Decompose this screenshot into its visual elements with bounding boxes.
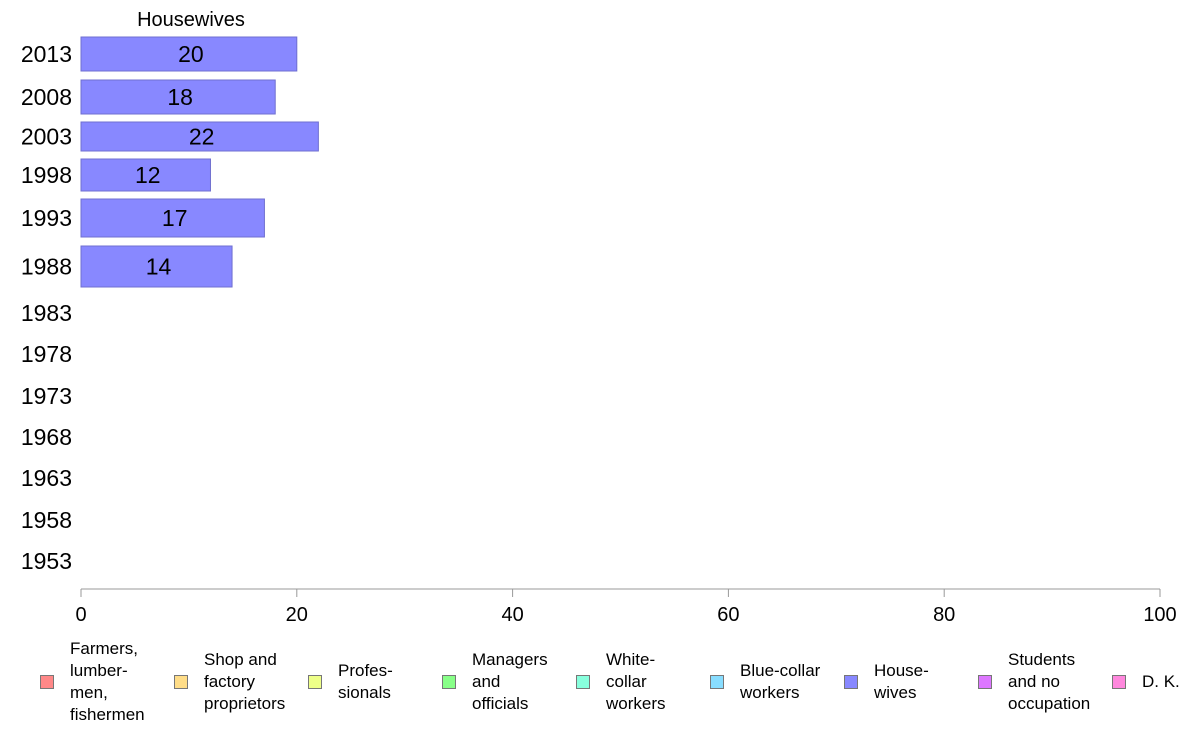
- bar-value-label: 14: [146, 254, 172, 280]
- bar-value-label: 17: [162, 205, 188, 231]
- y-tick-label: 1983: [21, 300, 72, 326]
- legend-swatch: [174, 675, 188, 689]
- legend-label: House- wives: [874, 661, 929, 702]
- y-tick-label: 2013: [21, 41, 72, 67]
- x-tick-label: 80: [933, 604, 955, 626]
- legend-label: Blue-collar workers: [740, 661, 821, 702]
- x-axis-ticks: 0 20 40 60 80 100: [75, 589, 1177, 626]
- bar-value-label: 12: [135, 162, 161, 188]
- chart-title: Housewives: [137, 9, 245, 31]
- y-tick-label: 1953: [21, 548, 72, 574]
- legend-label: D. K.: [1142, 672, 1180, 691]
- bar: [80, 79, 276, 115]
- y-tick-label: 2003: [21, 124, 72, 150]
- legend-item: Managers and officials: [442, 640, 548, 724]
- legend-label: Students and no occupation: [1008, 650, 1091, 713]
- legend-item: Profes- sionals: [308, 640, 393, 724]
- y-tick-label: 1998: [21, 162, 72, 188]
- legend-item: Farmers, lumber- men, fishermen: [40, 639, 145, 724]
- y-tick-label: 1988: [21, 254, 72, 280]
- legend-item: Students and no occupation: [978, 640, 1090, 724]
- legend-swatch: [442, 675, 456, 689]
- x-tick-label: 40: [501, 604, 523, 626]
- y-tick-label: 1968: [21, 424, 72, 450]
- bar: [80, 158, 211, 192]
- legend-item: House- wives: [844, 640, 929, 724]
- x-tick-label: 100: [1143, 604, 1176, 626]
- x-tick-label: 0: [75, 604, 86, 626]
- legend-label: Managers and officials: [472, 650, 548, 713]
- legend-item: D. K.: [1112, 640, 1180, 724]
- legend-swatch: [1112, 675, 1126, 689]
- legend-swatch: [978, 675, 992, 689]
- x-tick-label: 60: [717, 604, 739, 626]
- legend-swatch: [308, 675, 322, 689]
- legend-item: Shop and factory proprietors: [174, 640, 285, 724]
- bar-value-label: 18: [167, 84, 193, 110]
- legend-swatch: [710, 675, 724, 689]
- legend-swatch: [40, 675, 54, 689]
- legend-item: Blue-collar workers: [710, 640, 820, 724]
- legend-swatch: [576, 675, 590, 689]
- legend-label: White- collar workers: [606, 650, 666, 713]
- legend: Farmers, lumber- men, fishermen Shop and …: [0, 639, 1188, 730]
- y-tick-label: 1993: [21, 205, 72, 231]
- legend-swatch: [844, 675, 858, 689]
- bar: [80, 121, 319, 152]
- y-tick-label: 1958: [21, 507, 72, 533]
- bar-value-label: 20: [178, 41, 204, 67]
- bar: [80, 198, 265, 238]
- x-tick-label: 20: [286, 604, 308, 626]
- legend-label: Profes- sionals: [338, 661, 393, 702]
- y-tick-label: 1973: [21, 383, 72, 409]
- bar-value-label: 22: [189, 124, 215, 150]
- legend-label: Farmers, lumber- men, fishermen: [70, 639, 145, 724]
- y-tick-label: 1963: [21, 465, 72, 491]
- legend-item: White- collar workers: [576, 640, 666, 724]
- y-axis-labels: 2013 2008 2003 1998 1993 1988 1983 1978 1973 1968…: [21, 41, 72, 574]
- bar: [80, 245, 233, 288]
- y-tick-label: 1978: [21, 341, 72, 367]
- y-tick-label: 2008: [21, 84, 72, 110]
- legend-label: Shop and factory proprietors: [204, 650, 286, 713]
- bar: [80, 36, 298, 72]
